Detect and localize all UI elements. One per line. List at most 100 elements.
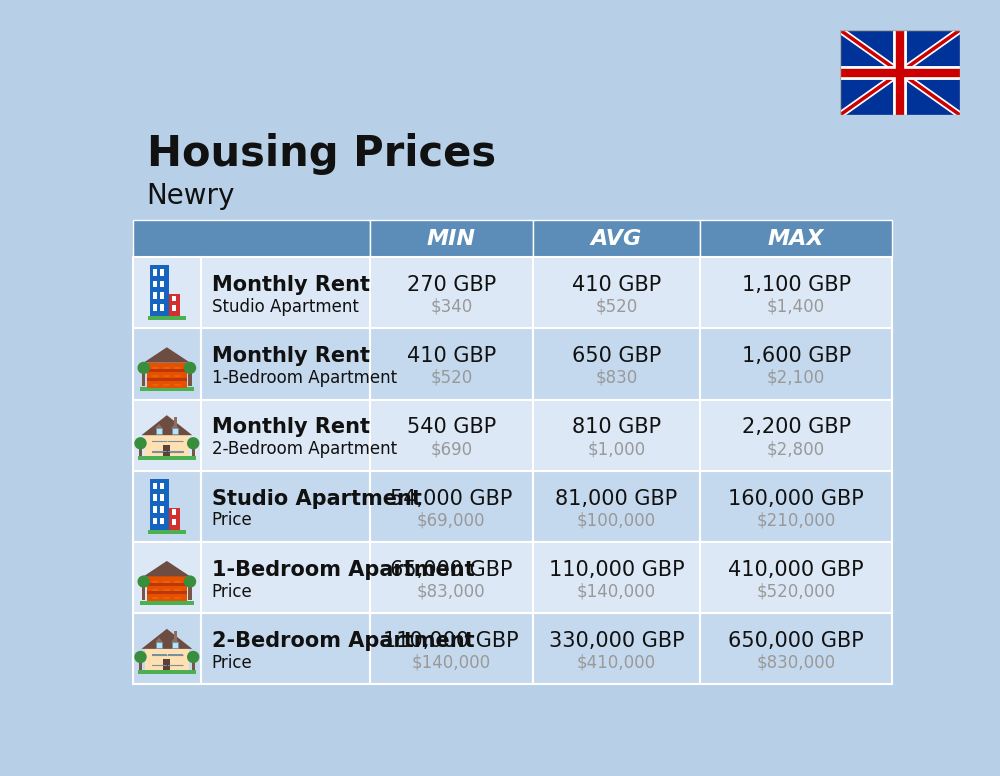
- Bar: [152, 665, 167, 666]
- Bar: [152, 451, 167, 452]
- Bar: [150, 265, 169, 317]
- Bar: [172, 428, 178, 434]
- Text: 2-Bedroom Apartment: 2-Bedroom Apartment: [212, 440, 397, 458]
- Bar: [172, 306, 176, 311]
- Bar: [533, 220, 700, 257]
- Bar: [133, 613, 201, 684]
- Circle shape: [184, 576, 196, 587]
- Circle shape: [184, 362, 196, 374]
- Bar: [700, 257, 892, 328]
- Bar: [172, 509, 176, 514]
- Bar: [160, 281, 164, 287]
- Text: 410 GBP: 410 GBP: [572, 275, 661, 295]
- Bar: [168, 451, 183, 452]
- Bar: [370, 471, 533, 542]
- Text: Price: Price: [212, 653, 253, 672]
- Bar: [174, 589, 180, 590]
- Bar: [174, 383, 180, 385]
- Text: $210,000: $210,000: [757, 511, 836, 529]
- Circle shape: [137, 362, 150, 374]
- Bar: [133, 471, 201, 542]
- Bar: [152, 383, 158, 385]
- Bar: [533, 542, 700, 613]
- Text: $340: $340: [430, 298, 472, 316]
- Text: $520,000: $520,000: [757, 583, 836, 601]
- Polygon shape: [141, 415, 192, 435]
- Bar: [148, 530, 186, 534]
- Bar: [147, 378, 187, 381]
- Bar: [139, 660, 142, 670]
- Bar: [533, 400, 700, 471]
- Circle shape: [134, 437, 147, 449]
- Text: 54,000 GBP: 54,000 GBP: [390, 489, 512, 509]
- Bar: [133, 220, 370, 257]
- Bar: [147, 591, 187, 594]
- Circle shape: [137, 576, 150, 587]
- Bar: [152, 654, 167, 656]
- Bar: [138, 670, 196, 674]
- Bar: [153, 293, 157, 299]
- Bar: [168, 654, 183, 656]
- Text: Price: Price: [212, 511, 253, 529]
- Bar: [163, 445, 170, 456]
- Bar: [133, 257, 201, 328]
- Text: 270 GBP: 270 GBP: [407, 275, 496, 295]
- Bar: [147, 369, 187, 372]
- Bar: [147, 583, 187, 586]
- Bar: [145, 435, 189, 456]
- Bar: [160, 518, 164, 525]
- Text: $140,000: $140,000: [412, 653, 491, 672]
- Bar: [169, 294, 180, 317]
- Polygon shape: [155, 424, 163, 428]
- Bar: [201, 328, 370, 400]
- Bar: [163, 367, 169, 368]
- Text: 650,000 GBP: 650,000 GBP: [728, 631, 864, 651]
- Text: MIN: MIN: [427, 229, 476, 248]
- Polygon shape: [171, 637, 178, 642]
- Bar: [153, 518, 157, 525]
- Text: 1,600 GBP: 1,600 GBP: [742, 346, 851, 366]
- Text: 160,000 GBP: 160,000 GBP: [728, 489, 864, 509]
- Text: 65,000 GBP: 65,000 GBP: [390, 560, 513, 580]
- Bar: [152, 367, 158, 368]
- Text: $140,000: $140,000: [577, 583, 656, 601]
- Text: Price: Price: [212, 583, 253, 601]
- Bar: [700, 328, 892, 400]
- Bar: [133, 542, 201, 613]
- Text: Newry: Newry: [147, 182, 235, 210]
- Bar: [140, 387, 194, 391]
- Bar: [145, 649, 189, 670]
- Bar: [533, 257, 700, 328]
- Text: 110,000 GBP: 110,000 GBP: [549, 560, 684, 580]
- Bar: [201, 613, 370, 684]
- Bar: [174, 580, 180, 582]
- Text: 410 GBP: 410 GBP: [407, 346, 496, 366]
- Text: $1,400: $1,400: [767, 298, 825, 316]
- Bar: [174, 417, 177, 430]
- Text: $83,000: $83,000: [417, 583, 486, 601]
- Bar: [168, 441, 183, 442]
- Bar: [147, 362, 187, 387]
- Bar: [700, 542, 892, 613]
- Bar: [700, 400, 892, 471]
- Bar: [533, 613, 700, 684]
- Bar: [152, 441, 167, 442]
- Bar: [153, 304, 157, 310]
- Bar: [370, 613, 533, 684]
- Bar: [152, 589, 158, 590]
- Bar: [150, 479, 169, 530]
- Text: 540 GBP: 540 GBP: [407, 417, 496, 438]
- Circle shape: [187, 437, 199, 449]
- Bar: [172, 519, 176, 525]
- Bar: [192, 445, 195, 456]
- Bar: [201, 400, 370, 471]
- Bar: [192, 660, 195, 670]
- Text: MAX: MAX: [768, 229, 824, 248]
- Bar: [156, 642, 162, 648]
- Circle shape: [187, 651, 199, 663]
- Bar: [174, 367, 180, 368]
- Bar: [188, 372, 192, 386]
- Bar: [153, 506, 157, 513]
- Text: 1-Bedroom Apartment: 1-Bedroom Apartment: [212, 560, 474, 580]
- Bar: [172, 642, 178, 648]
